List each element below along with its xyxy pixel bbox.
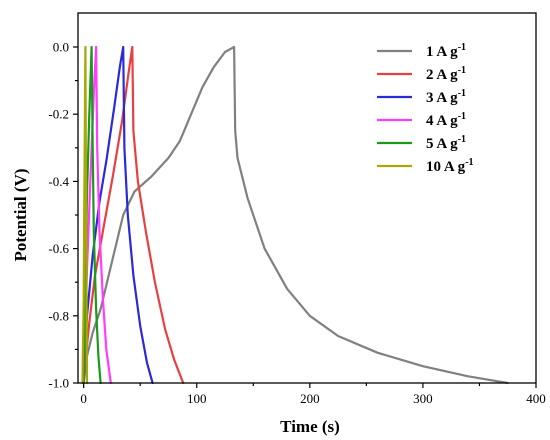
- series-line-3: [82, 45, 154, 385]
- y-axis-title: Potential (V): [11, 168, 30, 261]
- x-tick-label: 400: [526, 391, 546, 406]
- y-tick-label: -0.4: [48, 174, 69, 189]
- legend-label-4: 4 A g-1: [426, 111, 466, 129]
- x-axis-title: Time (s): [280, 417, 340, 436]
- legend-label-3: 3 A g-1: [426, 88, 466, 106]
- x-tick-label: 300: [413, 391, 433, 406]
- legend-label-2: 2 A g-1: [426, 65, 466, 83]
- x-tick-label: 100: [187, 391, 207, 406]
- axes: 0 100 200 300 400 -1.0 -0.8 -0.6 -0.4 -0.2 0.0: [48, 12, 546, 406]
- series-line-6: [81, 45, 89, 385]
- legend: 1 A g-1 2 A g-1 3 A g-1 4 A g-1 5 A g-1 10 A …: [377, 42, 474, 175]
- x-tick-label: 200: [300, 391, 320, 406]
- plot-frame: [77, 12, 537, 384]
- y-tick-label: -0.8: [48, 308, 69, 323]
- series-line-2: [82, 45, 185, 385]
- legend-label-5: 5 A g-1: [426, 134, 466, 152]
- series-line-1: [82, 45, 509, 385]
- legend-label-1: 1 A g-1: [426, 42, 466, 60]
- legend-label-6: 10 A g-1: [426, 157, 474, 175]
- y-tick-label: -0.6: [48, 241, 69, 256]
- y-tick-label: 0.0: [53, 40, 69, 55]
- y-tick-label: -1.0: [48, 376, 69, 391]
- plot-lines: [81, 45, 509, 385]
- x-tick-label: 0: [80, 391, 87, 406]
- y-tick-label: -0.2: [48, 107, 69, 122]
